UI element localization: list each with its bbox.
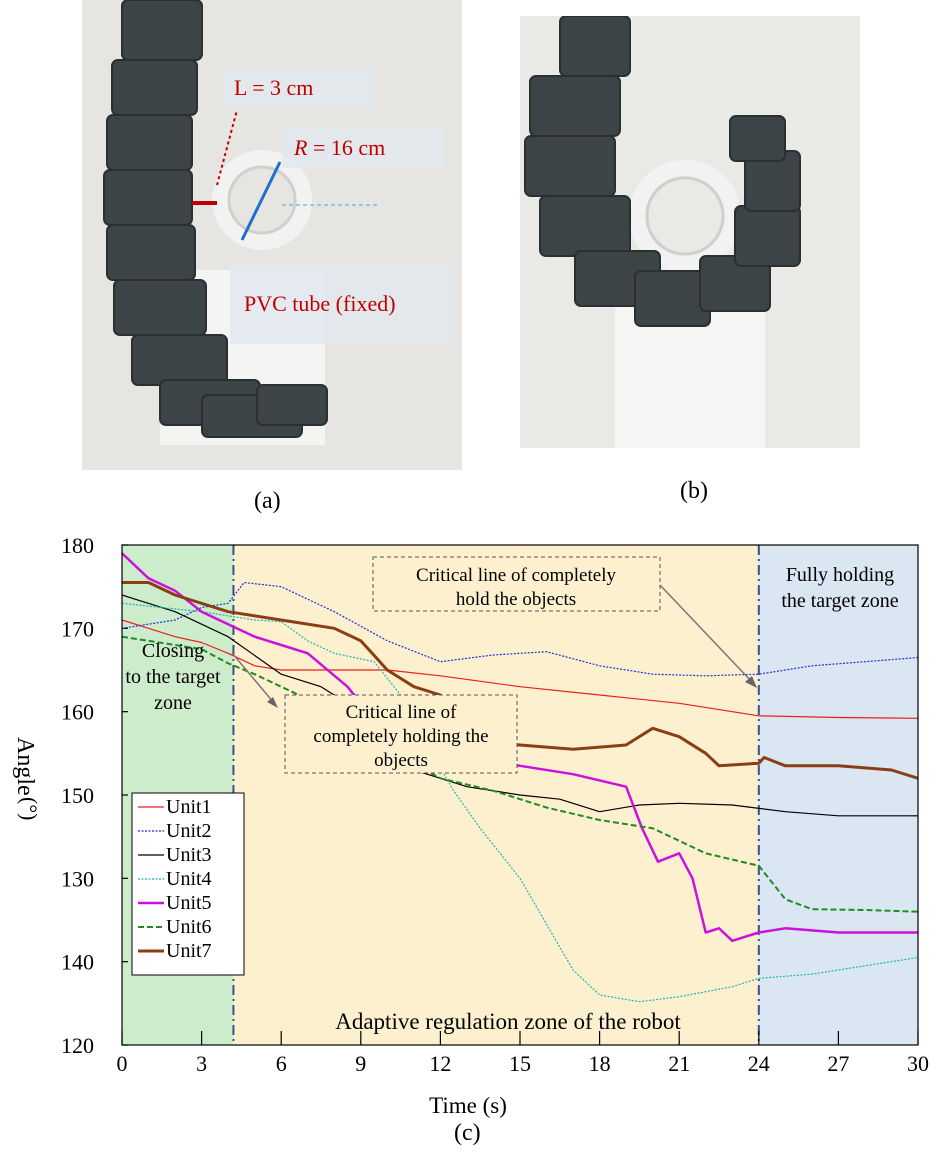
y-tick-label: 120: [61, 1033, 94, 1058]
radius-symbol: R: [294, 135, 307, 160]
angle-time-chart: 120 140 130 150 160 170 180 0 3 6 9 12 15 18 21 24 27 30…: [0, 525, 937, 1150]
zone-closing-line2: to the target: [125, 666, 221, 688]
x-axis-label: Time (s): [429, 1093, 507, 1118]
y-tick-label: 140: [61, 950, 94, 975]
photo-a-robot-before-grasp: L = 3 cm R = 16 cm PVC tube (fixed): [82, 0, 462, 470]
legend-label-unit3: Unit3: [166, 844, 212, 866]
zone-holding-line2: the target zone: [781, 590, 898, 612]
x-tick-label: 21: [668, 1051, 690, 1076]
y-tick-label: 170: [61, 616, 94, 641]
x-tick-labels: 0 3 6 9 12 15 18 21 24 27 30: [117, 1051, 930, 1076]
x-tick-label: 12: [429, 1051, 451, 1076]
annotation-bottom-line1: Critical line of: [346, 702, 457, 723]
y-axis-label: Angle: [12, 737, 38, 796]
pvc-tube-label: PVC tube (fixed): [230, 264, 454, 344]
y-tick-label: 130: [61, 866, 94, 891]
x-tick-label: 15: [509, 1051, 531, 1076]
x-tick-label: 24: [748, 1051, 770, 1076]
annotation-top-line2: hold the objects: [456, 589, 576, 610]
x-tick-label: 3: [196, 1051, 207, 1076]
x-tick-label: 30: [907, 1051, 929, 1076]
legend-label-unit4: Unit4: [166, 868, 212, 890]
legend-label-unit2: Unit2: [166, 820, 212, 842]
length-label: L = 3 cm: [222, 68, 374, 108]
legend-label-unit7: Unit7: [166, 940, 212, 962]
annotation-bottom-line3: objects: [374, 750, 428, 771]
y-tick-label: 160: [61, 700, 94, 725]
x-tick-label: 9: [355, 1051, 366, 1076]
radius-value: = 16 cm: [307, 135, 385, 160]
x-tick-label: 6: [276, 1051, 287, 1076]
zone-holding-line1: Fully holding: [786, 564, 894, 586]
photo-b-robot-grasping: [520, 16, 860, 448]
y-tick-labels: 120 140 130 150 160 170 180: [61, 533, 94, 1058]
radius-label: R = 16 cm: [282, 128, 444, 168]
legend-label-unit1: Unit1: [166, 796, 212, 818]
zone-adaptive-label: Adaptive regulation zone of the robot: [335, 1009, 681, 1034]
y-tick-label: 150: [61, 783, 94, 808]
photo-b-drawing: [520, 16, 860, 448]
zone-1: [233, 545, 758, 1045]
legend-label-unit6: Unit6: [166, 916, 212, 938]
caption-c: (c): [454, 1120, 481, 1147]
zone-closing-line1: Closing: [142, 640, 204, 662]
x-tick-label: 27: [827, 1051, 849, 1076]
annotation-bottom-line2: completely holding the: [313, 726, 488, 747]
zone-2: [759, 545, 918, 1045]
caption-b: (b): [680, 478, 708, 505]
y-axis-unit: (°): [17, 797, 42, 820]
x-tick-label: 0: [117, 1051, 128, 1076]
zone-closing-line3: zone: [154, 692, 192, 714]
y-tick-label: 180: [61, 533, 94, 558]
caption-a: (a): [254, 488, 281, 515]
x-tick-label: 18: [589, 1051, 611, 1076]
annotation-top-line1: Critical line of completely: [416, 565, 616, 586]
legend-label-unit5: Unit5: [166, 892, 212, 914]
